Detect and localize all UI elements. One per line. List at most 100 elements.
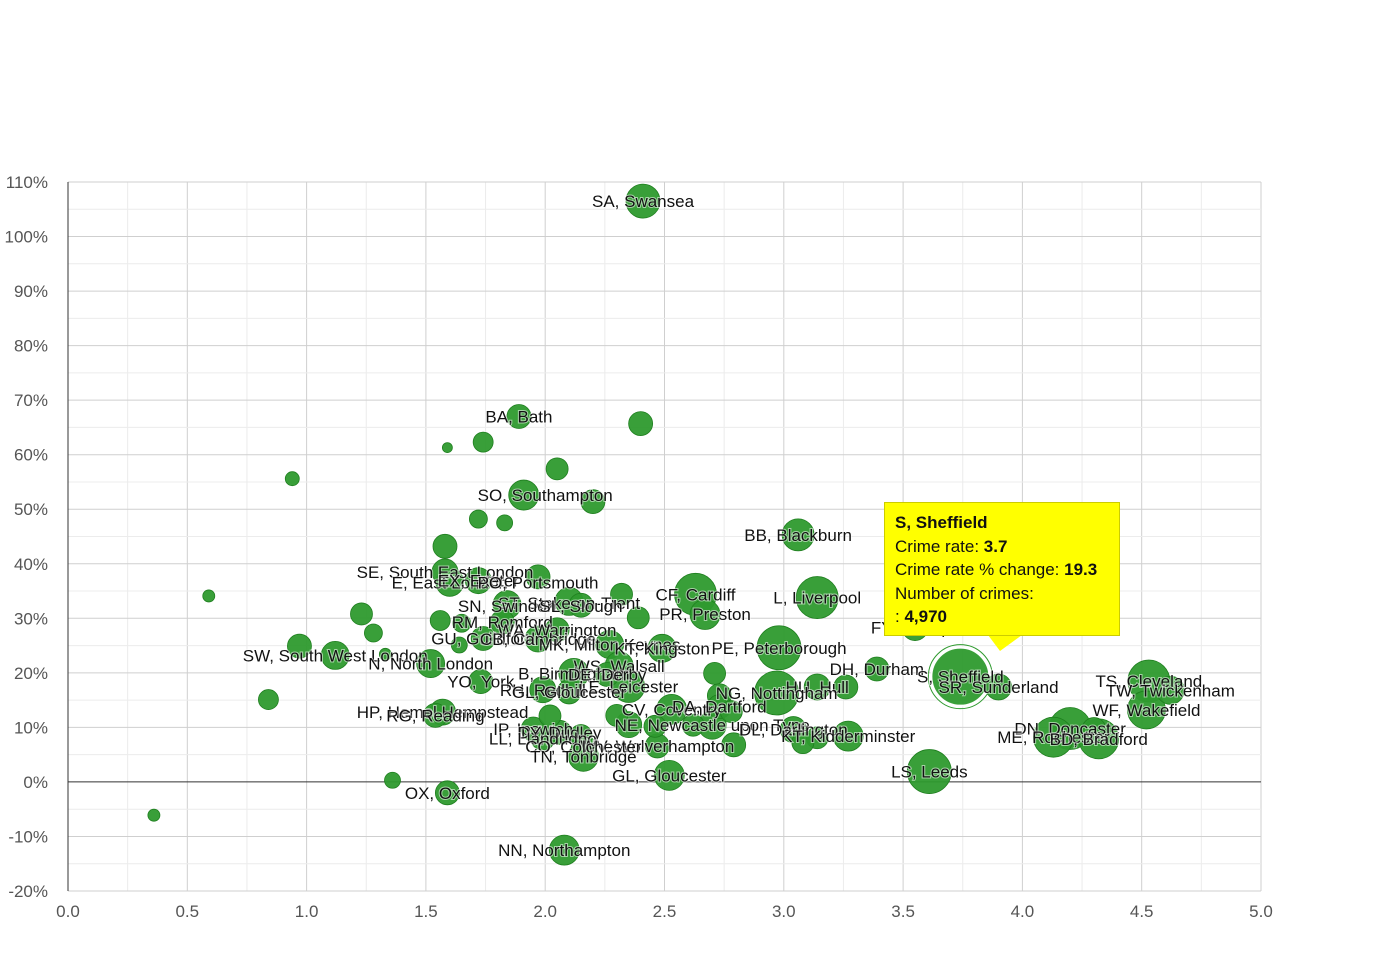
bubble-label: DA, Dartford (672, 698, 766, 717)
bubble-label: WS, Walsall (574, 657, 665, 676)
bubble-point (508, 479, 540, 511)
tooltip-rate-value: 3.7 (983, 536, 1008, 556)
bubble-point (470, 626, 496, 651)
bubble-point (653, 759, 685, 791)
bubble-point (350, 602, 373, 626)
bubble-label: MK, Milton Keynes (539, 635, 681, 654)
bubble-point (568, 592, 594, 618)
tooltip-rate-row: Crime rate: 3.7 (895, 535, 1109, 559)
bubble-point (320, 640, 350, 670)
bubble-point (434, 780, 460, 806)
bubble-point (284, 471, 300, 487)
bubble-label: SW, South West London (243, 646, 428, 665)
bubble-label: KT, Kidderminster (781, 727, 915, 746)
tooltip-change-value: 19.3 (1064, 560, 1098, 579)
bubble-label: OX, Oxford (405, 784, 490, 803)
bubble-label: LL, Llandudno (489, 729, 597, 748)
bubble-label: RH, Redhill (500, 681, 586, 700)
bubble-label: PE, Peterborough (711, 639, 846, 658)
x-tick-label: 4.0 (1011, 902, 1035, 921)
bubble-point (832, 720, 864, 752)
bubble-label: SN, Swindon (458, 597, 556, 616)
bubble-label: WA, Warrington (498, 621, 617, 640)
tooltip: S, Sheffield Crime rate: 3.7 Crime rate … (884, 502, 1120, 636)
bubble-point (452, 613, 472, 633)
x-tick-label: 1.0 (295, 902, 319, 921)
y-axis-ticks: -20% -10% 0% 10% 20% 30% 40% 50% 60% 70% 80% 90% 100… (5, 173, 48, 901)
bubble-label: DH, Durham (830, 660, 924, 679)
tooltip-count-row: : 4,970 (895, 605, 1109, 629)
bubble-point (472, 431, 494, 453)
bubble-point (656, 693, 688, 725)
bubble-point (721, 732, 747, 758)
bubble-label: SR, Sunderland (939, 678, 1059, 697)
bubble-point (429, 610, 451, 631)
bubble-labels: SA, Swansea BA, Bath SO, Southampton BB, Bl… (242, 191, 1236, 861)
x-tick-label: 5.0 (1249, 902, 1273, 921)
bubble-point (689, 599, 721, 630)
bubble-label: RM, Romford (452, 613, 553, 632)
x-tick-label: 0.5 (175, 902, 199, 921)
bubble-label: LE, Leicester (579, 677, 679, 696)
bubble-point (530, 725, 556, 751)
bubble-label: NE, Newcastle upon Tyne (615, 716, 810, 735)
bubble-point (628, 411, 654, 437)
x-tick-label: 1.5 (414, 902, 438, 921)
bubble-label: ST, Stoke-on-Trent (498, 594, 640, 613)
tooltip-count-value: 4,970 (904, 607, 947, 626)
bubble-label: BB, Blackburn (744, 526, 852, 545)
bubble-label: TW, Twickenham (1106, 681, 1235, 700)
bubble-label: N, North London (368, 655, 493, 674)
bubble-point (258, 689, 279, 710)
tooltip-count-label: Number of crimes: (895, 583, 1034, 603)
y-tick-label: 70% (14, 391, 48, 410)
bubble-label: KT, Kingston (614, 639, 709, 658)
bubbles (147, 183, 1185, 866)
bubble-label: RG, Reading (386, 706, 484, 725)
x-tick-label: 4.5 (1130, 902, 1154, 921)
bubble-label: BA, Bath (485, 408, 552, 427)
bubble-label: TS, Cleveland (1095, 672, 1202, 691)
bubble-label: NG, Nottingham (716, 684, 838, 703)
bubble-point (450, 636, 468, 654)
bubble-point (791, 731, 815, 755)
bubble-point (416, 649, 446, 678)
bubble-label: CB, Cambridge (480, 630, 596, 649)
x-tick-label: 0.0 (56, 902, 80, 921)
bubble-label: CO, Colchester (525, 737, 642, 756)
bubble-label: GL, Gloucester (612, 766, 727, 785)
bubble-label: SO, Southampton (478, 486, 613, 505)
bubble-point (569, 724, 593, 747)
bubble-point (1127, 690, 1166, 730)
y-tick-label: 0% (23, 773, 48, 792)
tooltip-rate-label: Crime rate: (895, 536, 984, 556)
x-tick-label: 3.0 (772, 902, 796, 921)
bubble-label: SA, Swansea (592, 192, 695, 211)
bubble-point (496, 514, 514, 532)
bubble-point (384, 771, 401, 789)
bubble-point (525, 564, 551, 590)
bubble-label: DL, Darlington (739, 721, 848, 740)
bubble-point (580, 489, 606, 514)
bubble-point (643, 714, 667, 738)
bubble-point (464, 567, 492, 595)
bubble-point (147, 808, 161, 822)
bubble-label: IP, Ipswich (493, 720, 573, 739)
bubble-point (529, 676, 557, 704)
tooltip-change-row: Crime rate % change: 19.3 (895, 558, 1109, 582)
bubble-point (1033, 716, 1074, 758)
bubble-point (703, 661, 727, 685)
bubble-point (544, 617, 570, 643)
tooltip-pointer (988, 635, 1022, 651)
bubble-point (719, 700, 743, 723)
bubble-label: PO, Portsmouth (478, 573, 599, 592)
y-tick-label: 50% (14, 500, 48, 519)
bubble-point (594, 662, 620, 687)
y-tick-label: 80% (14, 337, 48, 356)
bubble-point (489, 609, 515, 635)
bubble-point (423, 702, 448, 728)
bubble-point (930, 646, 991, 707)
y-tick-label: -20% (8, 882, 48, 901)
bubble-point (432, 533, 458, 559)
y-tick-label: 20% (14, 664, 48, 683)
